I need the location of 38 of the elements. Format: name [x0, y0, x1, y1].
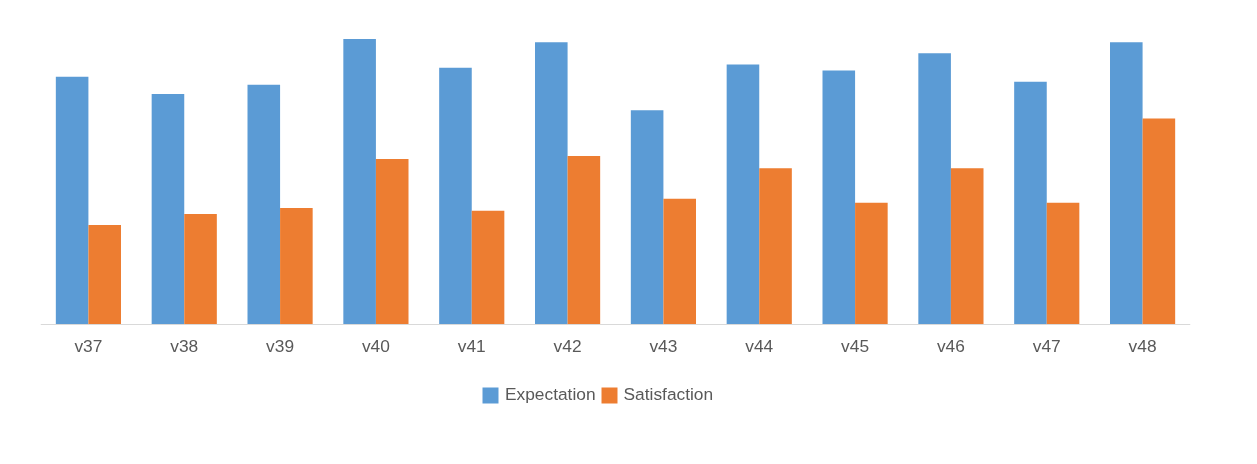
x-tick-label: v41 [457, 335, 486, 356]
x-tick-label: v43 [649, 335, 678, 356]
x-tick-label: v38 [170, 335, 199, 356]
bar [1110, 42, 1143, 325]
legend-label: Expectation [505, 384, 596, 405]
bar [759, 168, 792, 325]
bar [280, 207, 313, 325]
x-tick-label: v48 [1128, 335, 1157, 356]
bar [151, 93, 185, 325]
bar [1046, 202, 1080, 325]
bar [375, 159, 409, 325]
bar [663, 198, 696, 325]
bar [567, 155, 601, 325]
legend-label: Satisfaction [623, 384, 714, 405]
x-tick-label: v39 [266, 335, 295, 356]
bar [343, 39, 376, 325]
x-tick-label: v47 [1032, 335, 1061, 356]
bar [918, 53, 951, 325]
x-tick-label: v46 [936, 335, 965, 356]
x-tick-label: v40 [361, 335, 390, 356]
bar [247, 84, 281, 325]
bar [88, 225, 121, 325]
bar [1014, 81, 1047, 325]
x-tick-label: v44 [745, 335, 774, 356]
x-tick-label: v45 [841, 335, 870, 356]
bar [630, 110, 664, 325]
bar [439, 67, 472, 325]
bar [55, 76, 89, 325]
bar [726, 64, 760, 325]
bar [950, 168, 984, 325]
bar [471, 210, 505, 325]
bar [184, 213, 217, 325]
bar [535, 42, 568, 325]
bar [855, 202, 888, 325]
bar [1142, 118, 1176, 325]
bar [822, 70, 856, 325]
x-tick-label: v37 [74, 335, 103, 356]
x-tick-label: v42 [553, 335, 582, 356]
